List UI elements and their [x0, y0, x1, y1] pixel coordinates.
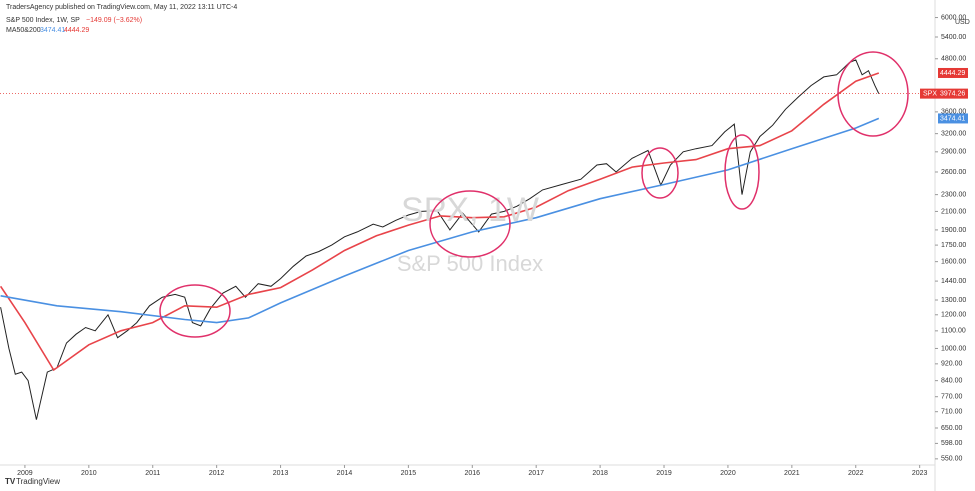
y-tick-label: 2100.00: [941, 208, 966, 215]
currency: USD: [955, 19, 970, 26]
y-tick-label: 1200.00: [941, 312, 966, 319]
header: TradersAgency published on TradingView.c…: [6, 4, 237, 11]
y-tick-label: 1440.00: [941, 278, 966, 285]
indicator: MA50&200: [6, 27, 41, 34]
annotation-circle: [724, 134, 760, 210]
price-tag-bg: [938, 113, 968, 124]
x-tick-label: 2022: [848, 470, 864, 477]
price-tag-bg: [938, 67, 968, 78]
watermark: SPX, 1W: [401, 191, 539, 229]
x-tick-label: 2009: [17, 470, 33, 477]
y-tick-label: 6000.00: [941, 14, 966, 21]
annotation-circle: [837, 51, 909, 137]
y-tick-label: 5400.00: [941, 34, 966, 41]
y-tick-label: 598.00: [941, 440, 963, 447]
annotation-circle: [429, 190, 511, 258]
y-tick-label: 2900.00: [941, 149, 966, 156]
x-tick-label: 2018: [592, 470, 608, 477]
y-tick-label: 770.00: [941, 394, 963, 401]
annotation-circle: [641, 147, 679, 199]
price-tag: 3974.26: [940, 90, 965, 97]
x-tick-label: 2013: [273, 470, 289, 477]
x-tick-label: 2010: [81, 470, 97, 477]
y-tick-label: 3200.00: [941, 130, 966, 137]
y-tick-label: 1600.00: [941, 258, 966, 265]
price-tag-name: SPX: [923, 90, 937, 97]
y-tick-label: 920.00: [941, 361, 963, 368]
price-tag-bg: [938, 88, 968, 99]
chart-title: S&P 500 Index, 1W, SP: [6, 17, 80, 24]
y-tick-label: 650.00: [941, 425, 963, 432]
x-tick-label: 2021: [784, 470, 800, 477]
y-tick-label: 840.00: [941, 377, 963, 384]
y-tick-label: 550.00: [941, 456, 963, 463]
x-tick-label: 2016: [465, 470, 481, 477]
indicator-value: 4444.29: [64, 27, 89, 34]
y-tick-label: 2300.00: [941, 191, 966, 198]
series-line: [0, 59, 880, 420]
change: −149.09 (−3.62%): [86, 17, 142, 24]
x-tick-label: 2015: [401, 470, 417, 477]
footer: TradingView: [16, 477, 60, 486]
y-tick-label: 4800.00: [941, 56, 966, 63]
y-tick-label: 710.00: [941, 409, 963, 416]
annotation-circle: [159, 284, 231, 338]
y-tick-label: 1300.00: [941, 297, 966, 304]
y-tick-label: 1750.00: [941, 242, 966, 249]
watermark-name: S&P 500 Index: [397, 251, 543, 276]
y-tick-label: 1000.00: [941, 345, 966, 352]
y-tick-label: 1100.00: [941, 328, 966, 335]
x-tick-label: 2020: [720, 470, 736, 477]
price-tag: 4444.29: [940, 70, 965, 77]
indicator-value: 3474.41: [40, 27, 65, 34]
price-tag: 3474.41: [940, 115, 965, 122]
x-tick-label: 2014: [337, 470, 353, 477]
x-tick-label: 2017: [528, 470, 544, 477]
price-tag-bg: [920, 88, 938, 99]
x-tick-label: 2019: [656, 470, 672, 477]
x-tick-label: 2011: [145, 470, 160, 477]
x-tick-label: 2012: [209, 470, 225, 477]
series-line: [0, 117, 880, 324]
y-tick-label: 1900.00: [941, 227, 966, 234]
y-tick-label: 2600.00: [941, 169, 966, 176]
y-tick-label: 3600.00: [941, 109, 966, 116]
series-line: [0, 72, 880, 372]
logo: TV: [5, 477, 16, 486]
x-tick-label: 2023: [912, 470, 928, 477]
